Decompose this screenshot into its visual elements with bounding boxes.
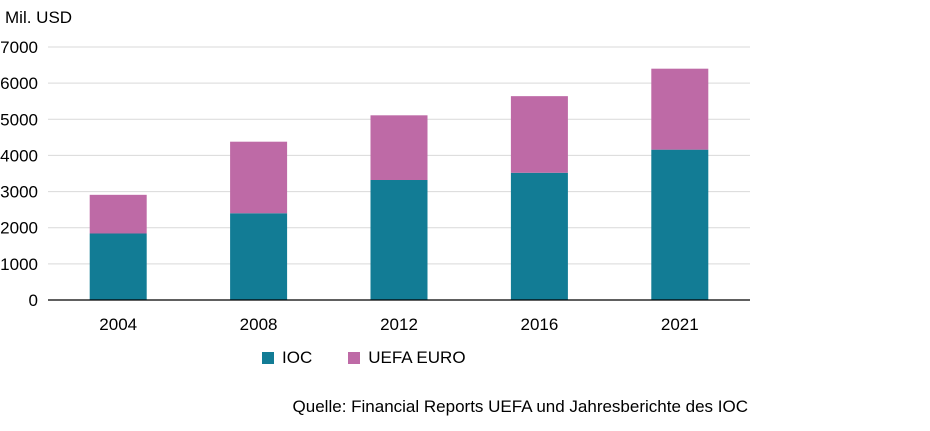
bar-ioc-2004 <box>89 233 147 300</box>
stacked-bar-chart: 0 1000 2000 3000 4000 5000 6000 7000 2004 2008 201… <box>0 38 750 334</box>
legend-item-uefa-euro: UEFA EURO <box>348 348 466 368</box>
bar-uefa-euro-2021 <box>651 68 709 150</box>
legend: IOC UEFA EURO <box>262 348 502 368</box>
legend-swatch-ioc <box>262 352 274 364</box>
x-tick-label-2012: 2012 <box>380 315 418 334</box>
bar-uefa-euro-2012 <box>370 115 428 181</box>
y-tick-label-1000: 1000 <box>0 255 38 274</box>
bar-ioc-2012 <box>370 180 428 300</box>
bar-uefa-euro-2016 <box>510 96 568 173</box>
bar-ioc-2008 <box>230 213 288 300</box>
y-tick-label-3000: 3000 <box>0 183 38 202</box>
y-tick-label-2000: 2000 <box>0 219 38 238</box>
source-note: Quelle: Financial Reports UEFA und Jahre… <box>292 397 748 416</box>
x-tick-label-2008: 2008 <box>240 315 278 334</box>
y-tick-label-4000: 4000 <box>0 146 38 165</box>
bar-uefa-euro-2004 <box>89 194 147 234</box>
y-axis-unit-label: Mil. USD <box>5 8 73 27</box>
legend-swatch-uefa-euro <box>348 352 361 364</box>
x-tick-label-2004: 2004 <box>99 315 137 334</box>
legend-item-ioc: IOC <box>262 348 312 368</box>
legend-label-ioc: IOC <box>282 348 313 367</box>
y-tick-label-7000: 7000 <box>0 38 38 57</box>
y-tick-label-5000: 5000 <box>0 110 38 129</box>
legend-label-uefa-euro: UEFA EURO <box>368 348 466 367</box>
y-tick-label-6000: 6000 <box>0 74 38 93</box>
y-tick-label-0: 0 <box>29 291 38 310</box>
bar-ioc-2016 <box>510 172 568 300</box>
bar-ioc-2021 <box>651 149 709 300</box>
bar-uefa-euro-2008 <box>230 141 288 214</box>
x-tick-label-2021: 2021 <box>661 315 699 334</box>
x-tick-label-2016: 2016 <box>520 315 558 334</box>
